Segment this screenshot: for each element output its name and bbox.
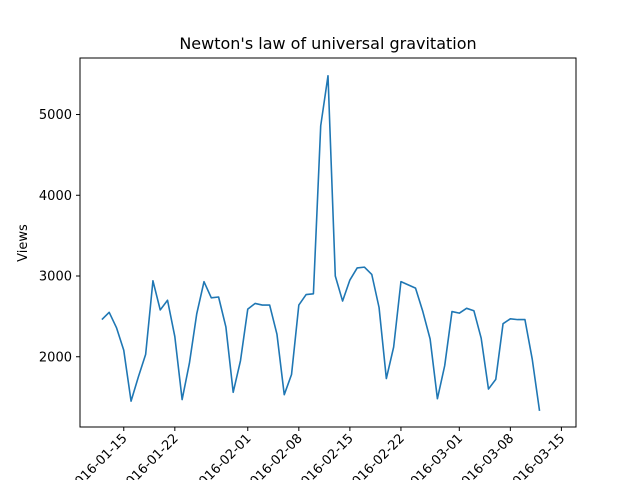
- y-tick-label: 2000: [39, 350, 72, 365]
- y-axis-label: Views: [16, 224, 31, 262]
- chart-title: Newton's law of universal gravitation: [179, 34, 476, 53]
- y-axis: 2000 3000 4000 5000: [39, 108, 80, 365]
- x-tick-label: 2016-03-01: [402, 431, 466, 480]
- series-line-views: [101, 74, 541, 411]
- plot-frame: [79, 57, 577, 428]
- y-tick-label: 4000: [39, 189, 72, 204]
- x-tick-label: 2016-01-15: [67, 431, 131, 480]
- y-tick-label: 5000: [39, 108, 72, 123]
- x-tick-label: 2016-02-01: [191, 431, 255, 480]
- y-tick-label: 3000: [39, 270, 72, 285]
